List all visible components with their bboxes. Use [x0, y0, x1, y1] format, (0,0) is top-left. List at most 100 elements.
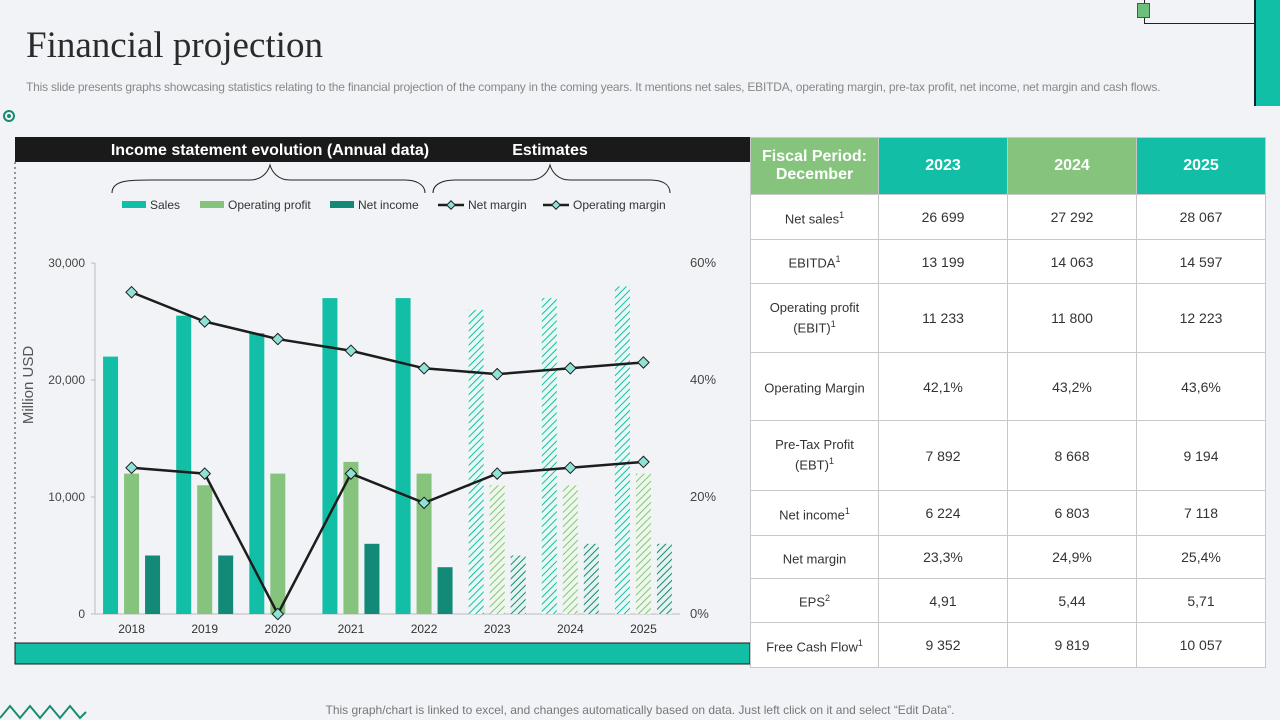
bar-net-income [510, 555, 526, 614]
row-label-text: EBITDA [788, 255, 836, 271]
chart-lines [125, 285, 650, 621]
estimates-brace [432, 163, 671, 194]
point-operating-margin [271, 332, 285, 346]
table-cell: 14 063 [1007, 239, 1137, 284]
row-label: Net income1 [750, 490, 879, 536]
year-header: 2024 [1007, 137, 1137, 195]
point-operating-margin [490, 367, 504, 381]
table-cell: 11 233 [878, 283, 1008, 353]
point-operating-margin [125, 285, 138, 299]
year-header: 2025 [1136, 137, 1266, 195]
chart-axes: 0 10,000 20,000 30,000 0% 20% 40% 60% 2018 2019 20… [48, 255, 716, 636]
y-left-tick-label: 20,000 [48, 373, 85, 387]
row-label-footnote: 1 [857, 637, 863, 648]
table-cell: 42,1% [878, 352, 1008, 421]
chart-bars [103, 286, 672, 614]
row-label: Pre-Tax Profit (EBT)1 [750, 420, 879, 491]
line-operating-margin [131, 291, 644, 376]
y-right-tick-label: 60% [690, 255, 716, 270]
chart-header-left-label: Income statement evolution (Annual data) [111, 142, 429, 159]
x-tick-label: 2022 [411, 622, 438, 636]
bar-operating-profit [489, 485, 505, 614]
legend-swatch-net-income [330, 201, 354, 208]
table-cell: 24,9% [1007, 535, 1137, 579]
point-operating-margin [563, 361, 577, 375]
bar-sales [176, 315, 192, 614]
chart-header-bar [15, 137, 750, 162]
row-label: Free Cash Flow1 [750, 622, 879, 668]
point-operating-margin [417, 361, 431, 375]
annual-data-brace [111, 163, 426, 194]
point-operating-margin [198, 315, 212, 328]
bar-sales [468, 309, 484, 614]
y-left-tick-label: 10,000 [48, 490, 85, 504]
bar-operating-profit [343, 461, 359, 614]
table-row: Free Cash Flow1 9 352 9 819 10 057 [750, 622, 1266, 668]
financial-table: Fiscal Period: December 2023 2024 2025 N… [750, 137, 1266, 668]
legend-label-net-income: Net income [358, 198, 419, 212]
y-right-tick-label: 20% [690, 489, 716, 504]
x-tick-label: 2020 [264, 622, 291, 636]
table-row: Pre-Tax Profit (EBT)1 7 892 8 668 9 194 [750, 420, 1266, 491]
bar-sales [322, 298, 338, 614]
table-cell: 9 352 [878, 622, 1008, 668]
point-net-margin [637, 455, 650, 469]
table-row: Operating profit (EBIT)1 11 233 11 800 12 2… [750, 283, 1266, 353]
y-right-tick-label: 40% [690, 372, 716, 387]
bar-sales [614, 286, 630, 614]
bar-net-income [145, 555, 161, 614]
table-cell: 43,2% [1007, 352, 1137, 421]
table-cell: 23,3% [878, 535, 1008, 579]
page-subtitle: This slide presents graphs showcasing st… [26, 80, 1161, 94]
table-row: Net sales1 26 699 27 292 28 067 [750, 194, 1266, 240]
row-label-text: Operating profit (EBIT) [769, 299, 860, 336]
bar-operating-profit [635, 473, 651, 614]
table-cell: 4,91 [878, 578, 1008, 623]
bar-operating-profit [197, 485, 213, 614]
legend-swatch-sales [122, 201, 146, 208]
bar-sales [541, 298, 557, 614]
table-cell: 11 800 [1007, 283, 1137, 353]
point-net-margin [417, 496, 431, 510]
corner-decoration-bar [1254, 0, 1280, 106]
year-header: 2023 [878, 137, 1008, 195]
x-tick-label: 2025 [630, 622, 657, 636]
legend-marker-operating-margin [551, 200, 561, 210]
chart-header-right-label: Estimates [512, 142, 588, 159]
y-right-tick-label: 0% [690, 606, 709, 621]
point-net-margin [198, 467, 212, 480]
chart-legend: Sales Operating profit Net income Net margi… [122, 198, 666, 212]
table-cell: 9 819 [1007, 622, 1137, 668]
row-label-text: Free Cash Flow [766, 639, 858, 655]
table-cell: 6 803 [1007, 490, 1137, 536]
x-tick-label: 2018 [118, 622, 145, 636]
footer-note: This graph/chart is linked to excel, and… [325, 703, 955, 717]
legend-label-net-margin: Net margin [468, 198, 527, 212]
row-label-footnote: 2 [825, 593, 831, 604]
x-tick-label: 2024 [557, 622, 584, 636]
table-cell: 6 224 [878, 490, 1008, 536]
y-axis-label: Million USD [20, 346, 37, 425]
x-tick-label: 2023 [484, 622, 511, 636]
legend-label-sales: Sales [150, 198, 180, 212]
bar-net-income [364, 543, 380, 614]
bar-sales [249, 333, 265, 614]
table-row: Operating Margin 42,1% 43,2% 43,6% [750, 352, 1266, 421]
table-cell: 8 668 [1007, 420, 1137, 491]
bar-operating-profit [562, 485, 578, 614]
row-label-text: Net income [779, 507, 845, 523]
bar-net-income [583, 543, 599, 614]
row-label-footnote: 1 [830, 318, 836, 329]
row-label: Net sales1 [750, 194, 879, 240]
table-cell: 28 067 [1136, 194, 1266, 240]
table-cell: 9 194 [1136, 420, 1266, 491]
table-cell: 25,4% [1136, 535, 1266, 579]
table-row: Net income1 6 224 6 803 7 118 [750, 490, 1266, 536]
bar-operating-profit [270, 473, 286, 614]
bar-net-income [218, 555, 234, 614]
table-cell: 13 199 [878, 239, 1008, 284]
bar-net-income [656, 543, 672, 614]
table-cell: 7 118 [1136, 490, 1266, 536]
page-title: Financial projection [26, 25, 323, 66]
